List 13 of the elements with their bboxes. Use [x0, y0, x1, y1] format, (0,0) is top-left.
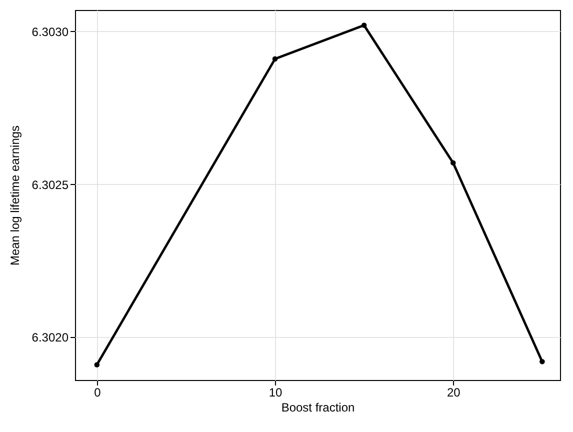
y-tick-label: 6.3020: [32, 330, 69, 345]
x-tick-label: 0: [94, 386, 102, 400]
point: [272, 56, 278, 62]
point: [450, 160, 456, 166]
x-tick-label: 20: [446, 386, 461, 400]
x-axis-title: Boost fraction: [281, 400, 355, 414]
y-tick-label: 6.3030: [32, 24, 69, 39]
y-tick-label: 6.3025: [32, 178, 69, 192]
point: [540, 359, 545, 364]
x-tick-label: 10: [268, 386, 283, 400]
point: [94, 362, 100, 368]
y-axis-title: Mean log lifetime earnings: [8, 125, 22, 266]
point: [361, 22, 367, 28]
